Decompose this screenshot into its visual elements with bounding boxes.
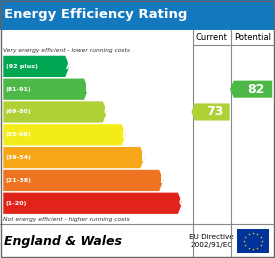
Polygon shape: [3, 101, 107, 123]
Text: Very energy efficient - lower running costs: Very energy efficient - lower running co…: [3, 47, 130, 53]
Polygon shape: [3, 193, 182, 214]
Text: EU Directive
2002/91/EC: EU Directive 2002/91/EC: [189, 234, 234, 248]
Text: C: C: [103, 107, 111, 117]
Polygon shape: [3, 147, 145, 168]
Text: Potential: Potential: [235, 33, 271, 42]
Text: G: G: [178, 198, 187, 208]
Polygon shape: [191, 103, 230, 120]
Text: (21-38): (21-38): [6, 178, 31, 183]
Text: 82: 82: [247, 83, 265, 96]
Polygon shape: [230, 80, 272, 98]
Text: England & Wales: England & Wales: [4, 235, 122, 248]
Text: D: D: [122, 130, 131, 140]
Polygon shape: [3, 170, 163, 191]
Polygon shape: [3, 56, 69, 77]
Text: B: B: [85, 84, 93, 94]
Text: (69-80): (69-80): [6, 109, 31, 115]
Text: Current: Current: [196, 33, 228, 42]
Text: A: A: [66, 61, 74, 71]
Text: Energy Efficiency Rating: Energy Efficiency Rating: [4, 8, 188, 21]
Bar: [237, 229, 269, 253]
Bar: [0, 0, 275, 30]
Text: (92 plus): (92 plus): [6, 64, 37, 69]
Polygon shape: [3, 124, 126, 146]
Text: (81-91): (81-91): [6, 87, 31, 92]
Text: (55-68): (55-68): [6, 132, 31, 137]
Text: 73: 73: [206, 106, 224, 118]
Text: Not energy efficient - higher running costs: Not energy efficient - higher running co…: [3, 217, 130, 222]
Text: (1-20): (1-20): [6, 201, 27, 206]
Bar: [0, 224, 275, 258]
Text: F: F: [160, 175, 167, 186]
Text: (39-54): (39-54): [6, 155, 31, 160]
Text: E: E: [141, 153, 148, 163]
Polygon shape: [3, 78, 88, 100]
